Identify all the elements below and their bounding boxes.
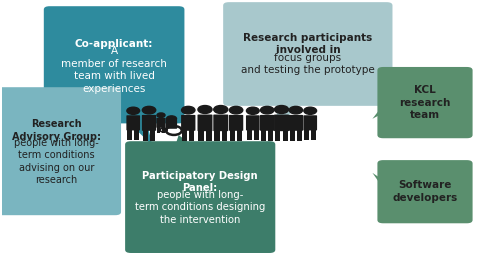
Circle shape xyxy=(261,106,274,114)
FancyBboxPatch shape xyxy=(181,115,195,131)
FancyBboxPatch shape xyxy=(166,120,177,129)
Text: Participatory Design
Panel:: Participatory Design Panel: xyxy=(143,171,258,193)
Bar xyxy=(237,130,242,140)
Bar xyxy=(261,130,266,140)
Text: Co-applicant:: Co-applicant: xyxy=(75,39,153,49)
Circle shape xyxy=(143,106,156,114)
FancyBboxPatch shape xyxy=(260,115,275,131)
Circle shape xyxy=(289,106,302,114)
Polygon shape xyxy=(174,135,198,150)
Text: Research participants
involved in: Research participants involved in xyxy=(243,33,372,55)
FancyBboxPatch shape xyxy=(223,2,393,106)
Circle shape xyxy=(127,107,140,114)
FancyBboxPatch shape xyxy=(197,114,213,131)
FancyBboxPatch shape xyxy=(156,118,166,128)
FancyBboxPatch shape xyxy=(274,114,289,131)
FancyBboxPatch shape xyxy=(213,114,228,131)
Polygon shape xyxy=(108,135,119,158)
Bar xyxy=(247,130,252,140)
Bar xyxy=(214,131,220,141)
FancyBboxPatch shape xyxy=(0,87,121,215)
Bar xyxy=(304,130,309,140)
FancyBboxPatch shape xyxy=(125,141,276,253)
Bar xyxy=(150,130,155,140)
Text: people with long-
term conditions
advising on our
research: people with long- term conditions advisi… xyxy=(14,138,99,185)
FancyBboxPatch shape xyxy=(377,160,473,223)
Bar xyxy=(162,127,165,133)
Circle shape xyxy=(181,106,195,114)
Circle shape xyxy=(167,116,177,122)
Circle shape xyxy=(214,106,228,113)
FancyBboxPatch shape xyxy=(377,67,473,138)
Bar xyxy=(198,131,204,141)
Circle shape xyxy=(198,106,212,113)
FancyBboxPatch shape xyxy=(288,115,303,131)
FancyBboxPatch shape xyxy=(246,115,260,130)
FancyBboxPatch shape xyxy=(142,115,156,131)
Bar xyxy=(283,131,288,141)
Text: focus groups
and testing the prototype: focus groups and testing the prototype xyxy=(241,53,375,75)
FancyBboxPatch shape xyxy=(126,115,140,130)
Bar xyxy=(182,130,187,140)
Circle shape xyxy=(229,106,243,114)
Text: Software
developers: Software developers xyxy=(392,181,457,203)
Polygon shape xyxy=(277,97,300,135)
Bar xyxy=(289,130,295,140)
Polygon shape xyxy=(372,173,390,198)
Polygon shape xyxy=(372,96,390,119)
Bar xyxy=(230,130,235,140)
Bar xyxy=(254,130,259,140)
Text: Research
Advisory Group:: Research Advisory Group: xyxy=(12,120,101,142)
Bar xyxy=(127,130,132,140)
Bar xyxy=(143,130,148,140)
Bar xyxy=(157,127,160,133)
Bar xyxy=(297,130,302,140)
Text: A
member of research
team with lived
experiences: A member of research team with lived exp… xyxy=(61,46,167,93)
Text: KCL
research
team: KCL research team xyxy=(399,85,451,120)
Bar xyxy=(222,131,228,141)
Circle shape xyxy=(304,107,317,114)
Bar xyxy=(134,130,139,140)
Bar xyxy=(189,130,194,140)
Bar xyxy=(268,130,274,140)
Text: people with long-
term conditions designing
the intervention: people with long- term conditions design… xyxy=(135,190,265,225)
FancyBboxPatch shape xyxy=(303,115,317,130)
Polygon shape xyxy=(121,115,152,146)
Circle shape xyxy=(246,107,259,114)
Bar xyxy=(275,131,280,141)
FancyBboxPatch shape xyxy=(229,115,243,131)
FancyBboxPatch shape xyxy=(44,6,184,123)
Bar xyxy=(206,131,212,141)
Circle shape xyxy=(275,106,288,113)
Circle shape xyxy=(157,113,165,117)
Bar xyxy=(311,130,316,140)
